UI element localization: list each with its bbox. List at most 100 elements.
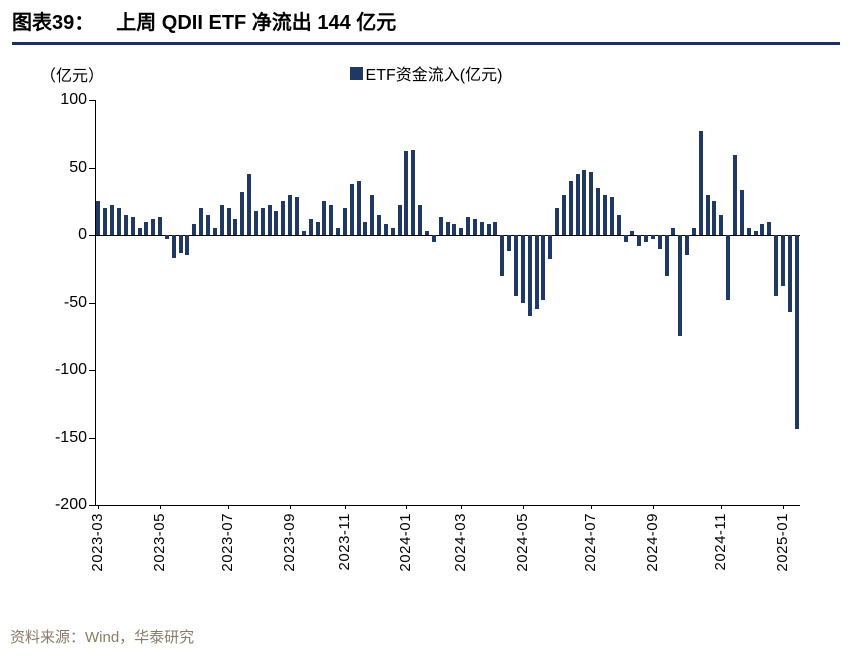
data-bar (212, 228, 217, 236)
data-bar (657, 235, 662, 249)
data-bar (233, 218, 238, 235)
data-bar (698, 131, 703, 236)
data-bar (685, 235, 690, 256)
data-bar (548, 235, 553, 260)
data-bar (644, 235, 648, 242)
legend-swatch-icon (349, 66, 363, 80)
data-bar (356, 181, 361, 235)
data-bar (513, 235, 518, 296)
x-tick-mark (783, 505, 784, 509)
figure-heading: 上周 QDII ETF 净流出 144 亿元 (116, 12, 397, 34)
x-axis-label: 2023-11 (336, 513, 353, 571)
x-axis-label: 2024-03 (452, 513, 469, 572)
x-axis-label: 2023-07 (219, 513, 236, 572)
data-bar (404, 151, 409, 235)
figure-number-label: 图表39： (12, 12, 95, 34)
x-tick-mark (345, 505, 346, 509)
data-bar (260, 208, 265, 235)
data-bar (281, 201, 286, 236)
x-tick-mark (653, 505, 654, 509)
data-bar (671, 228, 676, 236)
data-bar (746, 228, 751, 236)
data-bar (390, 228, 395, 236)
x-axis-label: 2024-07 (582, 513, 599, 572)
data-bar (363, 221, 368, 235)
data-bar (753, 231, 758, 236)
data-bar (247, 174, 251, 236)
data-bar (308, 218, 313, 235)
data-bar (555, 208, 559, 235)
y-axis-line (95, 100, 96, 505)
x-axis-label: 2023-09 (281, 513, 298, 572)
data-bar (664, 235, 669, 276)
data-bar (130, 217, 135, 235)
y-tick-mark (89, 370, 95, 371)
data-bar (774, 235, 778, 296)
data-bar (561, 194, 566, 235)
data-bar (596, 187, 601, 236)
data-bar (507, 235, 512, 252)
data-bar (459, 228, 464, 236)
data-bar (733, 155, 737, 235)
data-bar (342, 208, 347, 235)
data-bar (329, 205, 334, 235)
data-bar (794, 235, 799, 430)
data-bar (253, 210, 258, 235)
data-bar (171, 235, 176, 258)
data-bar (493, 221, 498, 235)
data-bar (602, 194, 607, 235)
data-bar (418, 205, 423, 235)
y-tick-mark (89, 235, 95, 236)
x-axis-label: 2024-01 (397, 513, 414, 572)
data-bar (616, 214, 621, 236)
data-bar (520, 235, 525, 303)
data-bar (691, 228, 696, 236)
data-bar (205, 214, 210, 236)
data-bar (336, 228, 340, 236)
data-bar (123, 214, 128, 236)
data-bar (370, 194, 375, 235)
x-tick-mark (160, 505, 161, 509)
data-bar (705, 194, 710, 235)
y-axis-unit-label: （亿元） (40, 68, 105, 85)
data-bar (438, 217, 443, 235)
data-bar (425, 231, 429, 236)
y-tick-mark (89, 303, 95, 304)
data-bar (582, 170, 587, 235)
x-axis-label: 2024-05 (514, 513, 531, 572)
data-bar (199, 208, 204, 235)
y-tick-label: -100 (54, 361, 87, 378)
data-bar (294, 197, 299, 235)
y-tick-mark (89, 438, 95, 439)
data-bar (431, 235, 436, 242)
x-tick-mark (98, 505, 99, 509)
data-bar (158, 217, 162, 235)
x-tick-mark (721, 505, 722, 509)
y-tick-label: -150 (54, 429, 87, 446)
data-bar (185, 235, 190, 256)
data-bar (726, 235, 731, 300)
legend-label: ETF资金流入(亿元) (365, 67, 503, 84)
data-bar (96, 201, 101, 236)
data-bar (787, 235, 792, 312)
data-bar (219, 205, 224, 235)
x-tick-mark (461, 505, 462, 509)
data-bar (377, 214, 382, 236)
data-bar (349, 183, 354, 235)
data-bar (486, 224, 491, 235)
data-bar (151, 218, 156, 235)
data-bar (110, 205, 115, 235)
data-bar (466, 217, 470, 235)
y-tick-mark (89, 100, 95, 101)
x-axis-label: 2024-11 (712, 513, 729, 571)
data-bar (103, 208, 108, 235)
data-bar (479, 221, 484, 235)
y-tick-mark (89, 505, 95, 506)
x-tick-mark (523, 505, 524, 509)
data-bar (301, 231, 306, 236)
data-bar (137, 228, 142, 236)
data-bar (178, 235, 183, 253)
data-bar (780, 235, 785, 287)
data-bar (637, 235, 642, 246)
data-bar (719, 214, 724, 236)
